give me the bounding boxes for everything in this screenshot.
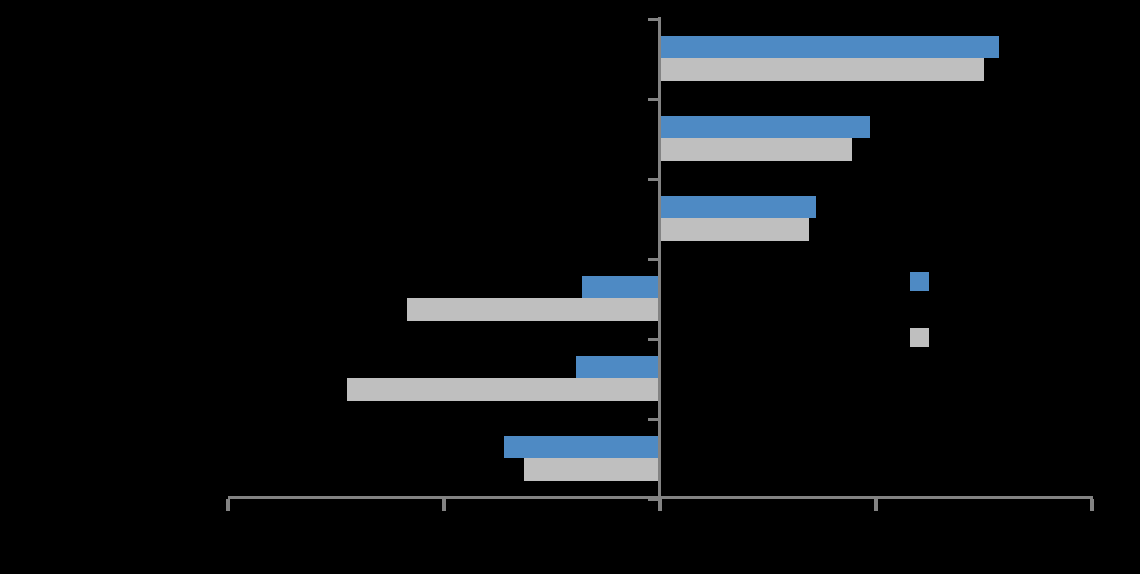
bar-series2-cat1 [660,58,984,81]
category-axis-line [657,17,661,511]
legend-series1-swatch [910,272,929,291]
category-tick [648,178,660,181]
bar-series2-cat2 [660,138,853,161]
bar-series2-cat6 [523,458,660,481]
bar-series1-cat1 [660,35,1000,58]
value-axis-line [228,495,1093,499]
bar-series2-cat3 [660,218,810,241]
category-tick [648,418,660,421]
bar-series1-cat3 [660,195,816,218]
category-tick [648,338,660,341]
bar-series1-cat2 [660,115,870,138]
category-tick [648,98,660,101]
value-axis-tick [226,499,230,511]
bar-series2-cat5 [346,378,660,401]
bar-series1-cat6 [504,435,660,458]
bar-series1-cat5 [575,355,660,378]
bar-series1-cat4 [582,275,660,298]
category-tick [648,258,660,261]
value-axis-tick [1090,499,1094,511]
category-tick [648,18,660,21]
value-axis-tick [874,499,878,511]
category-tick [648,498,660,501]
value-axis-tick [442,499,446,511]
bar-series2-cat4 [407,298,660,321]
legend-series2-swatch [910,328,929,347]
